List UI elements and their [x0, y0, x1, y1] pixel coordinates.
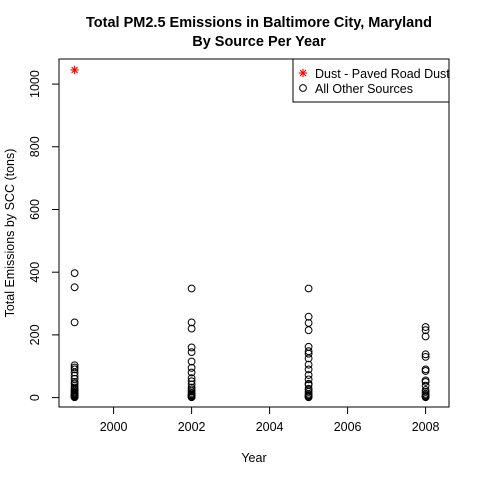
legend-label-all-other-sources: All Other Sources: [315, 82, 413, 96]
data-point: [70, 393, 79, 402]
data-point: [421, 332, 430, 341]
data-point: [421, 323, 430, 331]
data-point: [187, 363, 196, 372]
y-tick-label: 600: [28, 199, 42, 220]
data-point: [421, 350, 430, 359]
data-point: [304, 360, 313, 369]
data-point: [421, 352, 430, 361]
y-tick-label: 200: [28, 324, 42, 345]
data-point: [304, 365, 313, 374]
data-point: [304, 312, 313, 321]
data-point: [70, 371, 79, 380]
data-point: [304, 326, 313, 335]
data-point: [421, 326, 430, 335]
x-axis-label: Year: [241, 451, 266, 465]
x-tick-label: 2004: [256, 420, 284, 434]
data-point: [421, 393, 430, 402]
legend-box: [292, 58, 450, 103]
data-point: [187, 284, 196, 293]
data-points: [70, 65, 430, 402]
x-axis: 2000 2002 2004 2006 2008: [100, 406, 440, 434]
data-point: [304, 371, 313, 379]
data-point: [187, 377, 196, 386]
data-point-asterisk: [70, 65, 79, 75]
legend-label-paved-road-dust: Dust - Paved Road Dust: [315, 67, 450, 81]
y-tick-label: 0: [28, 394, 42, 401]
data-point: [187, 318, 196, 327]
plot-frame: [58, 58, 450, 408]
data-point: [187, 357, 196, 366]
x-tick-label: 2006: [334, 420, 362, 434]
data-point: [70, 318, 79, 327]
data-point: [304, 354, 313, 363]
data-point: [187, 324, 196, 333]
legend: Dust - Paved Road Dust All Other Sources: [292, 58, 450, 103]
data-point: [304, 375, 313, 384]
data-point: [70, 283, 79, 292]
data-point: [187, 343, 196, 352]
data-point: [421, 365, 430, 374]
x-tick-label: 2002: [178, 420, 206, 434]
data-point: [70, 365, 79, 374]
legend-circle-marker: [299, 84, 307, 92]
y-tick-label: 1000: [28, 70, 42, 98]
data-point: [70, 368, 79, 377]
y-axis: 0 200 400 600 800 1000: [28, 70, 60, 401]
data-point: [421, 378, 430, 386]
y-axis-label: Total Emissions by SCC (tons): [3, 149, 17, 318]
data-point: [304, 349, 313, 358]
data-point: [187, 393, 196, 402]
data-point: [304, 393, 313, 402]
x-tick-label: 2008: [412, 420, 440, 434]
legend-asterisk-marker: [298, 68, 308, 78]
data-point: [187, 374, 196, 383]
data-point: [187, 348, 196, 357]
chart-title-line-1: Total PM2.5 Emissions in Baltimore City,…: [86, 15, 432, 31]
data-point: [187, 368, 196, 377]
data-point: [421, 367, 430, 375]
x-tick-label: 2000: [100, 420, 128, 434]
data-point: [421, 381, 430, 390]
y-tick-label: 400: [28, 262, 42, 283]
chart-title-line-2: By Source Per Year: [192, 34, 326, 50]
data-point: [304, 284, 313, 293]
y-tick-label: 800: [28, 136, 42, 157]
data-point: [70, 269, 79, 278]
